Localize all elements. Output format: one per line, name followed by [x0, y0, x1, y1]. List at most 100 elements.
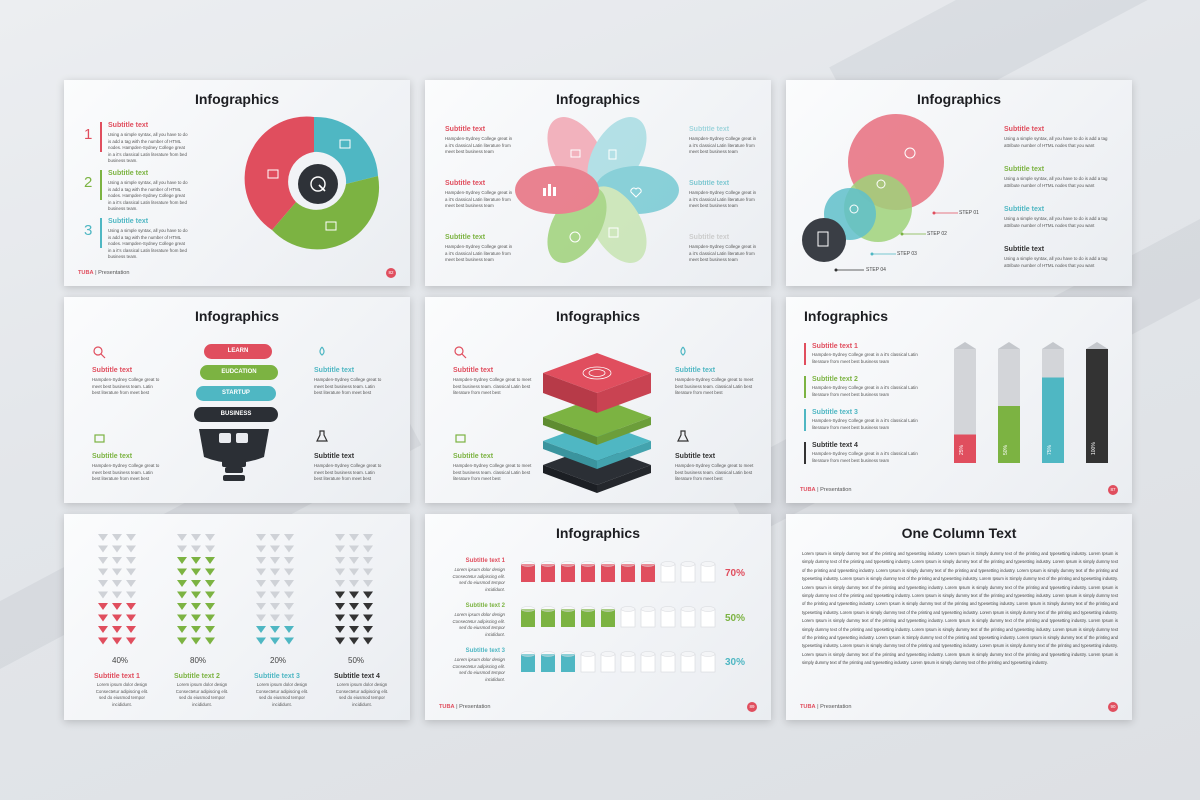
- cylinder-top: [540, 561, 556, 567]
- triangle-mark: [363, 614, 373, 622]
- triangle-mark: [256, 614, 266, 622]
- cylinder-body: [601, 564, 615, 582]
- triangle-mark: [349, 534, 359, 541]
- page-number: 90: [1108, 702, 1118, 712]
- cylinder-top: [640, 561, 656, 567]
- slide-5[interactable]: Infographics Subtitle text Ham: [425, 297, 771, 503]
- triangle-mark: [284, 534, 294, 541]
- cylinder-top: [700, 651, 716, 657]
- divider: [100, 122, 102, 152]
- cylinder-body: [641, 564, 655, 582]
- triangle-mark: [177, 626, 187, 633]
- triangle-mark: [112, 568, 122, 576]
- triangle-mark: [177, 534, 187, 541]
- body-text: Hampden-Sydney College great to meet bes…: [314, 463, 382, 482]
- column-text: Lorem Ipsum is simply dummy text of the …: [802, 551, 1118, 666]
- cylinder-chart: [520, 561, 716, 673]
- triangle-mark: [270, 603, 280, 610]
- slide-4[interactable]: Infographics LEARN EUDCATION STARTUP BUS…: [64, 297, 410, 503]
- triangle-mark: [256, 603, 266, 610]
- triangle-mark: [112, 580, 122, 587]
- percent-label: 50%: [348, 656, 365, 665]
- triangle-mark: [363, 626, 373, 633]
- triangle-mark: [98, 557, 108, 564]
- cylinder-body: [521, 654, 535, 672]
- slide-3[interactable]: Infographics STEP 01 STEP 02 STEP 03 STE…: [786, 80, 1132, 286]
- triangle-mark: [256, 626, 266, 633]
- cylinder-body: [581, 609, 595, 627]
- footer-label: Presentation: [820, 704, 852, 710]
- step-number: 1: [84, 126, 93, 143]
- slide-7[interactable]: 40% 80% 20% 50% Subtitle text 1 Lorem ip…: [64, 514, 410, 720]
- brand-name: TUBA: [78, 270, 94, 276]
- triangle-mark: [335, 591, 345, 599]
- triangle-mark: [177, 614, 187, 622]
- bar-empty: [1042, 349, 1064, 378]
- subtitle: Subtitle text: [1004, 126, 1045, 133]
- triangle-mark: [98, 580, 108, 587]
- cylinder-body: [521, 564, 535, 582]
- triangle-mark: [205, 557, 215, 564]
- triangle-mark: [126, 637, 136, 645]
- body-text: Lorem ipsum dolor design Consectetur adi…: [452, 567, 505, 592]
- step-number: 3: [84, 222, 93, 239]
- body-text: Lorem ipsum dolor design Consectetur adi…: [335, 682, 389, 707]
- slide-1[interactable]: Infographics 1 Subtitle text Using a sim…: [64, 80, 410, 286]
- subtitle: Subtitle text: [108, 218, 149, 225]
- divider: [804, 409, 806, 431]
- slide-footer: TUBA | Presentation: [800, 487, 852, 493]
- triangle-mark: [256, 580, 266, 587]
- triangle-mark: [284, 591, 294, 599]
- slide-footer: TUBA | Presentation: [78, 270, 130, 276]
- subtitle: Subtitle text 3: [465, 648, 505, 654]
- slide-6[interactable]: Infographics Subtitle text 1 Hampden-Syd…: [786, 297, 1132, 503]
- slide-9[interactable]: One Column Text Lorem Ipsum is simply du…: [786, 514, 1132, 720]
- triangle-mark: [112, 534, 122, 541]
- triangle-mark: [98, 534, 108, 541]
- triangle-mark: [177, 557, 187, 564]
- subtitle: Subtitle text: [453, 453, 494, 460]
- subtitle: Subtitle text: [1004, 206, 1045, 213]
- subtitle: Subtitle text: [1004, 246, 1045, 253]
- triangle-mark: [270, 557, 280, 564]
- triangle-mark: [177, 637, 187, 645]
- body-text: Lorem ipsum dolor design Consectetur adi…: [452, 612, 505, 637]
- subtitle: Subtitle text 1: [94, 673, 140, 680]
- triangle-mark: [191, 637, 201, 645]
- footer-label: Presentation: [459, 704, 491, 710]
- triangle-mark: [256, 534, 266, 541]
- page-number: 87: [1108, 485, 1118, 495]
- triangle-mark: [363, 580, 373, 587]
- bar-empty: [998, 349, 1020, 406]
- subtitle: Subtitle text: [314, 453, 355, 460]
- triangle-mark: [270, 534, 280, 541]
- triangle-mark: [205, 626, 215, 633]
- triangle-mark: [191, 580, 201, 587]
- body-text: Hampden-Sydney College great in a it's c…: [812, 385, 918, 397]
- slide-title: Infographics: [555, 308, 640, 324]
- triangle-mark: [256, 557, 266, 564]
- triangle-mark: [284, 626, 294, 633]
- body-text: Hampden-Sydney College great to meet bes…: [92, 377, 160, 396]
- triangle-mark: [191, 591, 201, 599]
- cylinder-top: [520, 606, 536, 612]
- body-text: Lorem ipsum dolor design Consectetur adi…: [255, 682, 309, 707]
- triangle-mark: [349, 580, 359, 587]
- cylinder-body: [561, 609, 575, 627]
- slide-2[interactable]: Infographics Subtitle text Hampden-Sydne…: [425, 80, 771, 286]
- slide-title: Infographics: [804, 308, 889, 324]
- triangle-mark: [126, 603, 136, 610]
- slide-8[interactable]: Infographics Subtitle text 1 Lorem ipsum…: [425, 514, 771, 720]
- cylinder-top: [680, 606, 696, 612]
- subtitle: Subtitle text: [108, 122, 149, 129]
- bar-label: 100%: [1091, 442, 1097, 455]
- cylinder-top: [700, 606, 716, 612]
- body-text: Lorem ipsum dolor design Consectetur adi…: [95, 682, 149, 707]
- subtitle: Subtitle text: [1004, 166, 1045, 173]
- triangle-mark: [335, 626, 345, 633]
- body-text: Hampden-Sydney College great in a it's c…: [689, 136, 757, 155]
- cylinder-top: [660, 651, 676, 657]
- percent-label: 30%: [725, 657, 746, 668]
- triangle-mark: [349, 637, 359, 645]
- triangle-mark: [335, 534, 345, 541]
